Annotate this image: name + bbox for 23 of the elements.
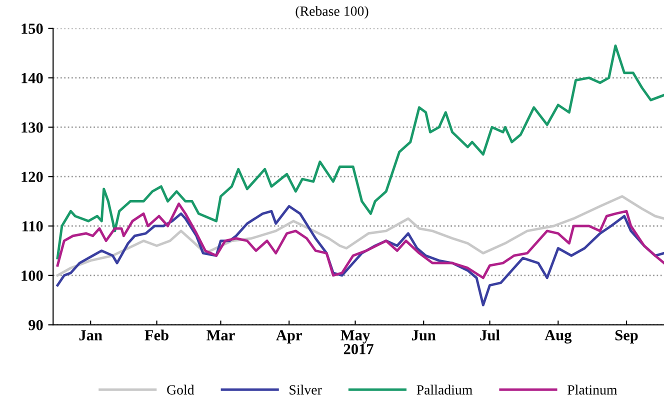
y-tick-label: 110 [22, 221, 43, 232]
legend-label: Palladium [416, 384, 472, 395]
y-tick-label: 120 [22, 172, 43, 182]
legend-label: Silver [290, 384, 322, 395]
x-tick-label: Aug [544, 330, 572, 344]
x-tick-label: Jun [412, 330, 436, 340]
x-tick-label: May [340, 330, 370, 344]
y-tick-label: 150 [22, 24, 43, 34]
chart-subtitle: (Rebase 100) [296, 6, 368, 19]
legend-label: Platinum [568, 384, 618, 395]
x-tick-label: Apr [276, 330, 302, 344]
x-tick-label: Mar [206, 330, 235, 340]
x-axis-title: 2017 [344, 344, 374, 354]
y-tick-label: 90 [28, 320, 43, 330]
y-tick-label: 100 [22, 270, 43, 281]
x-tick-label: Jul [480, 330, 500, 340]
line-series [56, 44, 664, 260]
x-tick-label: Sep [615, 330, 638, 344]
x-tick-label: Jan [79, 330, 102, 340]
legend-label: Gold [167, 384, 194, 395]
y-tick-label: 130 [22, 122, 43, 133]
y-tick-label: 140 [22, 72, 43, 84]
x-tick-label: Feb [144, 330, 168, 340]
